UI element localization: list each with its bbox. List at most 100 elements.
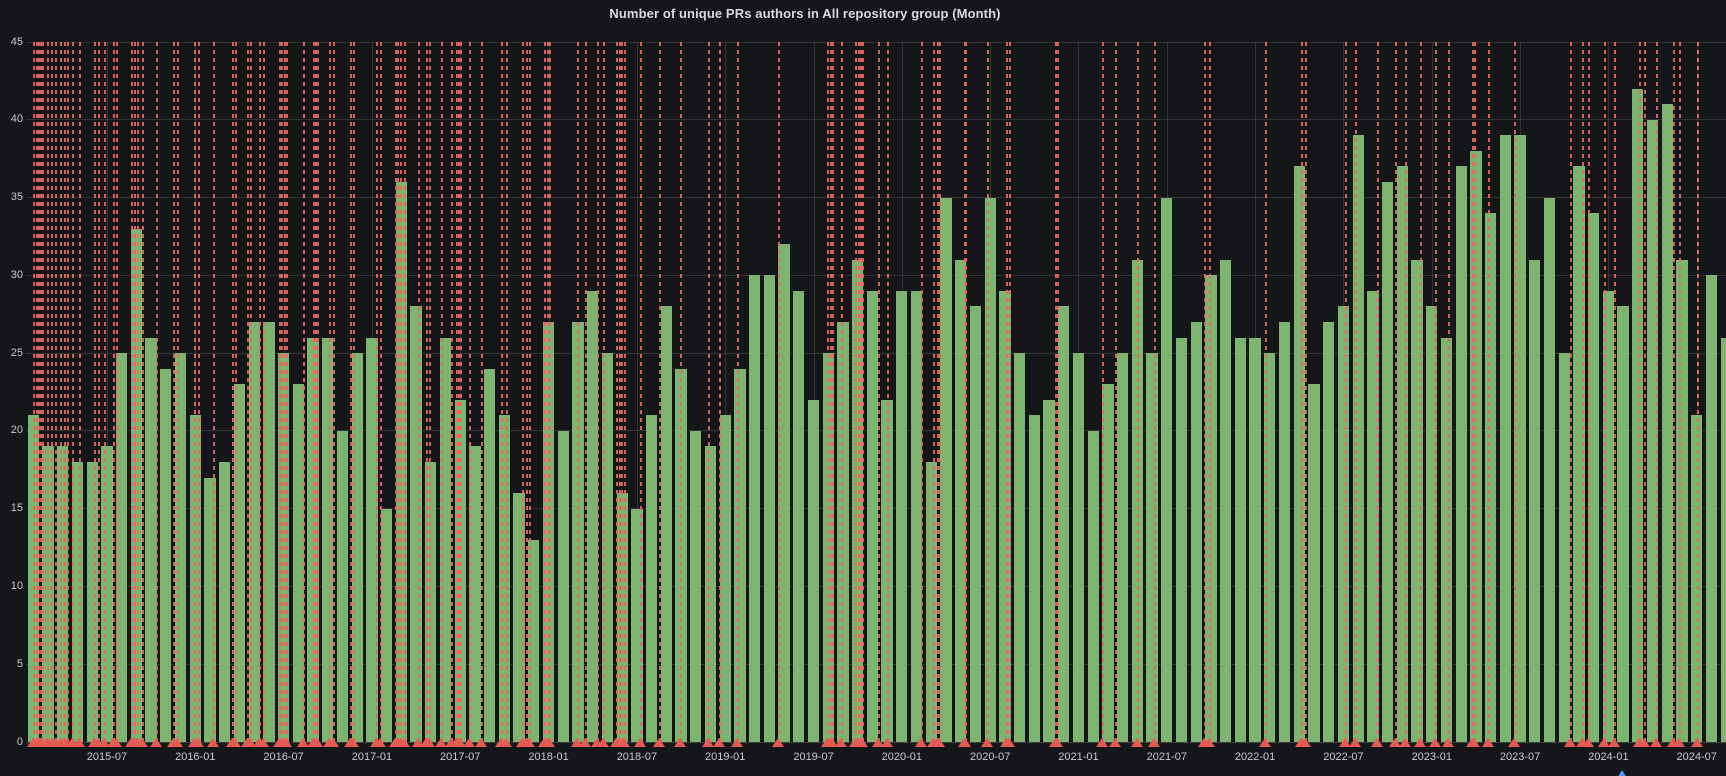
annotation-marker-icon[interactable] (1002, 738, 1015, 747)
bar[interactable] (336, 430, 349, 742)
annotation-marker-icon[interactable] (1481, 738, 1494, 747)
annotation-marker-icon[interactable] (72, 738, 85, 747)
bar[interactable] (86, 462, 98, 742)
annotation-marker-icon[interactable] (499, 738, 512, 747)
annotation-marker-icon[interactable] (1441, 738, 1454, 747)
bar[interactable] (1249, 337, 1261, 742)
plot-area[interactable] (26, 42, 1726, 742)
annotation-marker-icon[interactable] (1131, 738, 1144, 747)
annotation-marker-icon[interactable] (206, 738, 219, 747)
bar[interactable] (1116, 353, 1129, 742)
bar[interactable] (292, 384, 304, 742)
bar[interactable] (322, 337, 334, 742)
bar[interactable] (1411, 259, 1423, 742)
bar[interactable] (1426, 306, 1438, 742)
bar[interactable] (1146, 353, 1158, 742)
bar[interactable] (145, 337, 157, 742)
bar[interactable] (1455, 166, 1467, 742)
annotation-marker-icon[interactable] (825, 738, 838, 747)
annotation-marker-icon[interactable] (256, 738, 269, 747)
bar[interactable] (410, 306, 422, 742)
bar[interactable] (587, 290, 599, 742)
bar[interactable] (1588, 213, 1600, 742)
bar[interactable] (366, 337, 378, 742)
bar[interactable] (1529, 259, 1541, 742)
annotation-marker-icon[interactable] (310, 738, 323, 747)
bar[interactable] (1190, 322, 1202, 742)
annotation-marker-icon[interactable] (1349, 738, 1362, 747)
bar[interactable] (57, 446, 69, 742)
bar[interactable] (1632, 88, 1644, 742)
annotation-marker-icon[interactable] (346, 738, 359, 747)
annotation-marker-icon[interactable] (730, 738, 743, 747)
annotation-marker-icon[interactable] (412, 738, 425, 747)
annotation-marker-icon[interactable] (326, 738, 339, 747)
annotation-marker-icon[interactable] (65, 738, 78, 747)
bar[interactable] (1087, 430, 1099, 742)
bar[interactable] (233, 384, 246, 742)
bar[interactable] (1705, 275, 1718, 742)
annotation-marker-icon[interactable] (374, 738, 387, 747)
annotation-marker-icon[interactable] (244, 738, 257, 747)
blue-annotation-marker-icon[interactable] (1616, 770, 1627, 776)
bar[interactable] (763, 275, 775, 742)
bar[interactable] (101, 446, 113, 742)
bar[interactable] (528, 539, 540, 742)
annotation-marker-icon[interactable] (1338, 738, 1351, 747)
annotation-marker-icon[interactable] (633, 738, 646, 747)
annotation-marker-icon[interactable] (463, 738, 476, 747)
annotation-marker-icon[interactable] (296, 738, 309, 747)
annotation-marker-icon[interactable] (1649, 738, 1662, 747)
bar[interactable] (130, 228, 143, 742)
annotation-marker-icon[interactable] (1203, 738, 1216, 747)
bar[interactable] (690, 430, 702, 742)
annotation-marker-icon[interactable] (1468, 738, 1481, 747)
bar[interactable] (1617, 306, 1629, 742)
bar[interactable] (1352, 135, 1364, 742)
bar[interactable] (1161, 197, 1173, 742)
bar[interactable] (263, 322, 275, 742)
annotation-marker-icon[interactable] (136, 738, 149, 747)
bar[interactable] (1337, 306, 1350, 742)
annotation-marker-icon[interactable] (1147, 738, 1160, 747)
bar[interactable] (498, 415, 511, 742)
annotation-marker-icon[interactable] (1388, 738, 1401, 747)
bar[interactable] (1175, 337, 1188, 742)
bar[interactable] (1381, 182, 1394, 742)
bar[interactable] (27, 415, 39, 742)
annotation-marker-icon[interactable] (1690, 738, 1703, 747)
bar[interactable] (380, 508, 393, 742)
annotation-marker-icon[interactable] (109, 738, 122, 747)
bar[interactable] (1514, 135, 1526, 742)
bar[interactable] (1043, 399, 1055, 742)
bar[interactable] (955, 259, 967, 742)
annotation-marker-icon[interactable] (673, 738, 686, 747)
annotation-marker-icon[interactable] (1508, 738, 1521, 747)
annotation-marker-icon[interactable] (1597, 738, 1610, 747)
annotation-marker-icon[interactable] (170, 738, 183, 747)
bar[interactable] (1293, 166, 1305, 742)
annotation-marker-icon[interactable] (881, 738, 894, 747)
annotation-marker-icon[interactable] (713, 738, 726, 747)
bar[interactable] (1676, 259, 1688, 742)
bar[interactable] (1264, 353, 1276, 742)
annotation-marker-icon[interactable] (1608, 738, 1621, 747)
bar[interactable] (1102, 384, 1114, 742)
annotation-marker-icon[interactable] (192, 738, 205, 747)
bar[interactable] (704, 446, 717, 742)
bar[interactable] (1499, 135, 1511, 742)
bar[interactable] (1072, 353, 1085, 742)
annotation-marker-icon[interactable] (959, 738, 972, 747)
annotation-marker-icon[interactable] (914, 738, 927, 747)
annotation-marker-icon[interactable] (579, 738, 592, 747)
annotation-marker-icon[interactable] (981, 738, 994, 747)
bar[interactable] (1013, 353, 1026, 742)
bar[interactable] (645, 415, 658, 742)
annotation-marker-icon[interactable] (1413, 738, 1426, 747)
annotation-marker-icon[interactable] (453, 738, 466, 747)
bar[interactable] (469, 446, 481, 742)
annotation-marker-icon[interactable] (933, 738, 946, 747)
bar[interactable] (1661, 104, 1673, 742)
annotation-marker-icon[interactable] (423, 738, 436, 747)
annotation-marker-icon[interactable] (474, 738, 487, 747)
